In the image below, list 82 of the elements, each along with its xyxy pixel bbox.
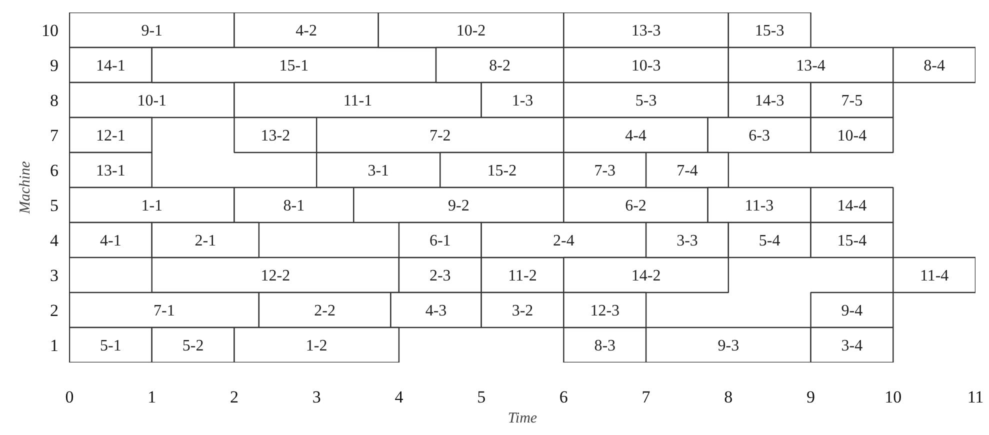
data-label: 7-4 (676, 162, 698, 180)
data-label: 4-4 (625, 128, 646, 144)
y-tick-label: 2 (50, 301, 58, 320)
x-tick-label: 10 (884, 388, 902, 406)
data-label: 4-2 (296, 22, 317, 40)
data-label: 3-4 (841, 338, 863, 354)
x-tick-label: 2 (230, 388, 238, 406)
data-label: 4-3 (425, 302, 447, 320)
x-tick-label: 0 (65, 388, 74, 406)
data-label: 1-3 (512, 92, 534, 110)
data-label: 7-3 (594, 162, 616, 180)
data-label: 8-3 (594, 338, 616, 354)
x-axis-title: Time (508, 410, 538, 426)
data-label: 14-2 (631, 268, 661, 284)
data-label: 3-2 (512, 302, 534, 320)
data-label: 13-4 (796, 58, 826, 74)
data-label: 8-4 (924, 58, 945, 74)
x-tick-label: 9 (806, 388, 816, 406)
data-label: 4-1 (100, 232, 122, 250)
data-label: 8-2 (489, 58, 511, 74)
data-label: 7-5 (841, 92, 863, 110)
data-label: 14-1 (96, 58, 126, 74)
y-tick-label: 9 (50, 56, 58, 75)
data-label: 15-3 (754, 22, 784, 40)
data-label: 1-2 (306, 338, 328, 354)
y-tick-label: 10 (42, 21, 58, 40)
y-tick-label: 6 (50, 161, 58, 180)
data-label: 3-3 (676, 232, 698, 250)
data-label: 2-2 (314, 302, 336, 320)
x-tick-label: 8 (724, 388, 733, 406)
data-label: 9-3 (718, 338, 740, 354)
x-tick-label: 6 (559, 388, 568, 406)
data-label: 12-3 (590, 302, 620, 320)
x-tick-label: 7 (642, 388, 651, 406)
x-tick-label: 4 (394, 388, 404, 406)
data-label: 13-3 (631, 22, 661, 40)
data-label: 6-3 (748, 128, 770, 144)
data-label: 12-2 (260, 268, 290, 284)
data-label: 5-1 (100, 338, 122, 354)
data-label: 9-4 (841, 302, 863, 320)
y-axis-title: Machine (18, 160, 34, 215)
data-label: 6-2 (625, 198, 646, 214)
data-label: 2-4 (553, 232, 574, 250)
data-label: 2-3 (429, 268, 451, 284)
data-label: 11-4 (920, 268, 949, 284)
data-label: 7-2 (429, 128, 451, 144)
y-tick-label: 3 (50, 266, 58, 285)
data-label: 9-1 (141, 22, 163, 40)
x-tick-label: 5 (477, 388, 486, 406)
data-label: 5-2 (182, 338, 204, 354)
x-tick-label: 3 (312, 388, 321, 406)
data-label: 11-1 (343, 92, 372, 110)
y-tick-label: 5 (50, 196, 58, 215)
data-label: 3-1 (368, 162, 390, 180)
data-label: 10-3 (631, 58, 661, 74)
data-label: 10-2 (456, 22, 486, 40)
data-label: 8-1 (283, 198, 305, 214)
data-label: 10-1 (137, 92, 167, 110)
data-label: 11-2 (508, 268, 537, 284)
data-label: 15-4 (837, 232, 867, 250)
data-label: 5-4 (758, 232, 780, 250)
x-tick-label: 11 (967, 388, 984, 406)
data-label: 10-4 (837, 128, 867, 144)
data-label: 5-3 (635, 92, 657, 110)
data-label: 9-2 (448, 198, 470, 214)
data-label: 1-1 (141, 198, 163, 214)
data-label: 6-1 (429, 232, 451, 250)
data-label: 14-3 (754, 92, 784, 110)
data-label: 13-2 (260, 128, 290, 144)
y-tick-label: 8 (50, 91, 58, 110)
y-tick-label: 4 (50, 231, 59, 250)
x-tick-label: 1 (148, 388, 156, 406)
data-label: 15-1 (279, 58, 309, 74)
data-label: 14-4 (837, 198, 867, 214)
data-label: 12-1 (96, 128, 126, 144)
y-tick-label: 1 (50, 336, 58, 355)
y-tick-label: 7 (50, 126, 59, 145)
data-label: 11-3 (744, 198, 774, 214)
data-label: 13-1 (96, 162, 126, 180)
data-label: 2-1 (194, 232, 216, 250)
data-label: 15-2 (487, 162, 517, 180)
data-label: 7-1 (154, 302, 175, 320)
